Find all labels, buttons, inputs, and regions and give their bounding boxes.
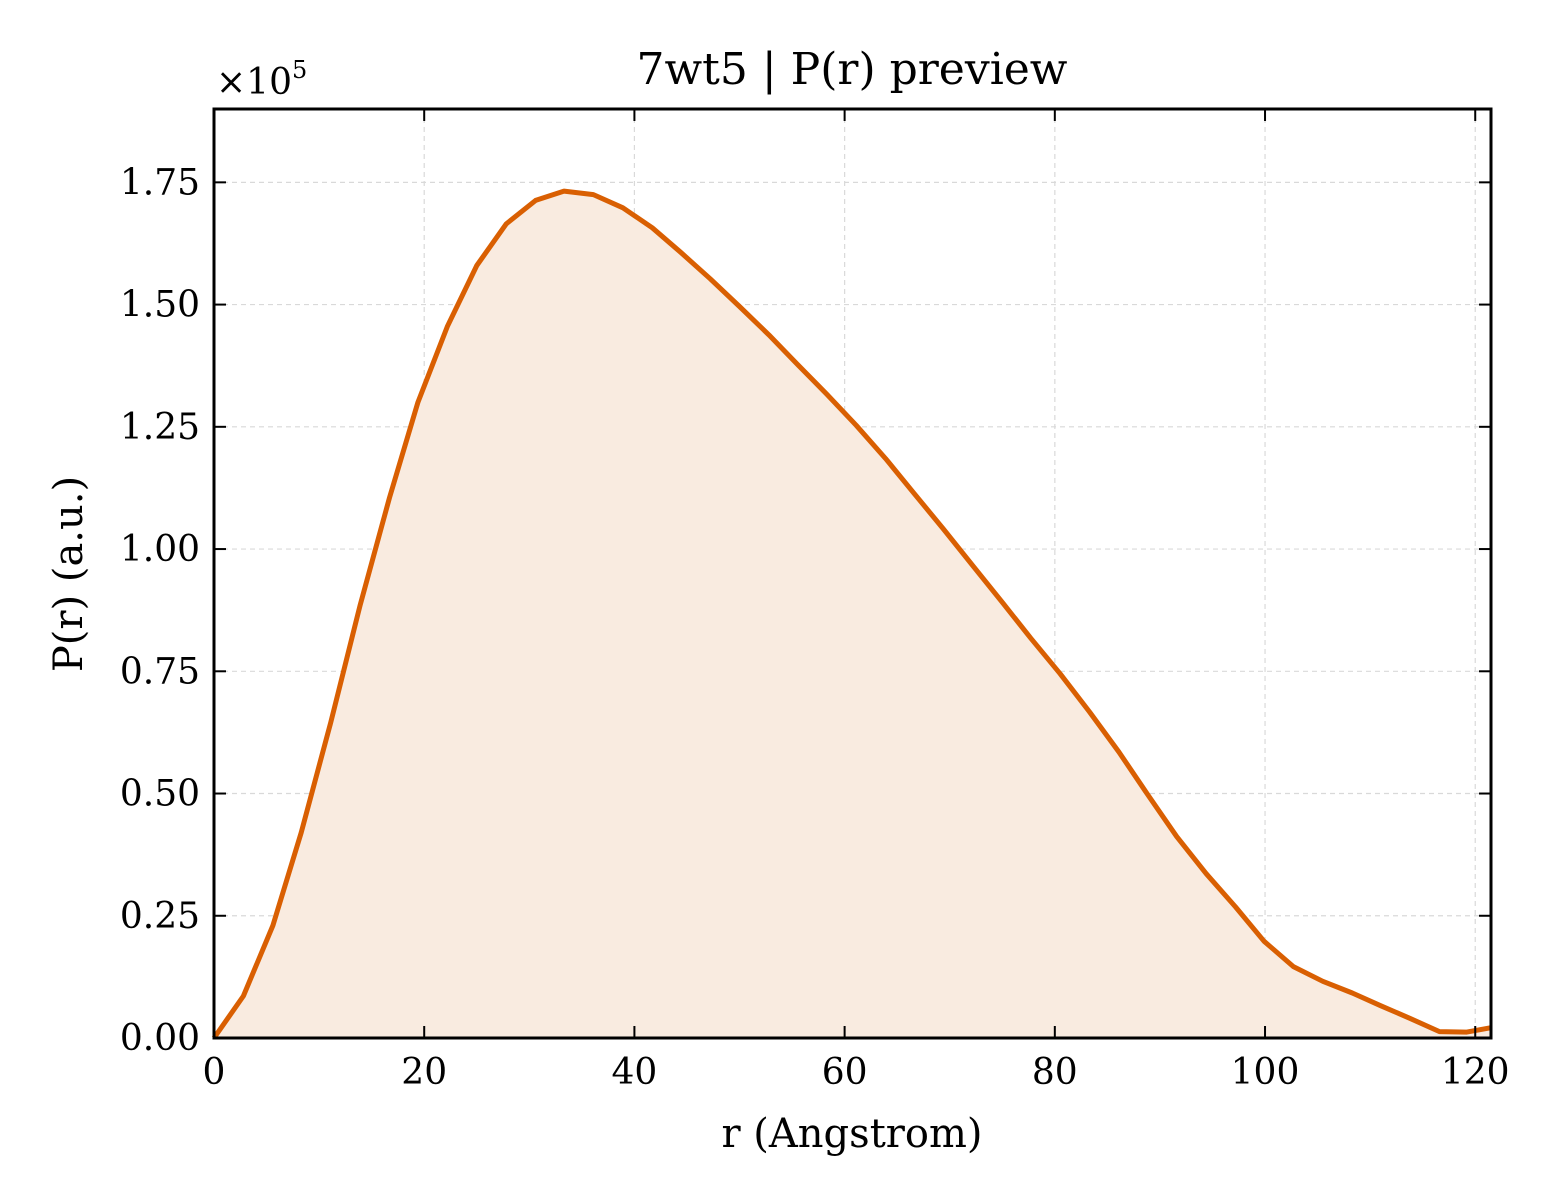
y-tick-label: 0.00 — [120, 1018, 200, 1059]
series-line — [211, 188, 1492, 1040]
x-tick-label: 100 — [1231, 1052, 1300, 1093]
y-multiplier-label: ×105 — [216, 56, 307, 103]
x-tick-label: 80 — [1032, 1052, 1078, 1093]
y-tick-label: 0.50 — [120, 774, 200, 815]
x-axis-label: r (Angstrom) — [721, 1111, 982, 1157]
plot-frame — [212, 107, 1493, 1040]
x-tick-label: 20 — [401, 1052, 447, 1093]
y-tick-label: 1.75 — [120, 162, 200, 203]
x-tick-label: 60 — [822, 1052, 868, 1093]
axis-ticks: 0 20 40 60 80 100 120 0.00 0.25 0.50 0.75 1.00 1.25 1… — [120, 109, 1510, 1093]
y-tick-label: 1.00 — [120, 529, 200, 570]
x-tick-label: 0 — [203, 1052, 226, 1093]
x-tick-label: 120 — [1441, 1052, 1510, 1093]
chart-title: 7wt5 | P(r) preview — [637, 44, 1068, 95]
y-tick-label: 1.25 — [120, 407, 200, 448]
y-tick-label: 0.75 — [120, 651, 200, 692]
y-axis-label: P(r) (a.u.) — [46, 476, 92, 672]
y-tick-label: 0.25 — [120, 896, 200, 937]
area-fill — [214, 191, 1491, 1039]
y-multiplier-exponent: 5 — [292, 56, 307, 84]
y-tick-label: 1.50 — [120, 285, 200, 326]
x-tick-label: 40 — [612, 1052, 658, 1093]
y-multiplier-base: ×10 — [216, 62, 292, 103]
